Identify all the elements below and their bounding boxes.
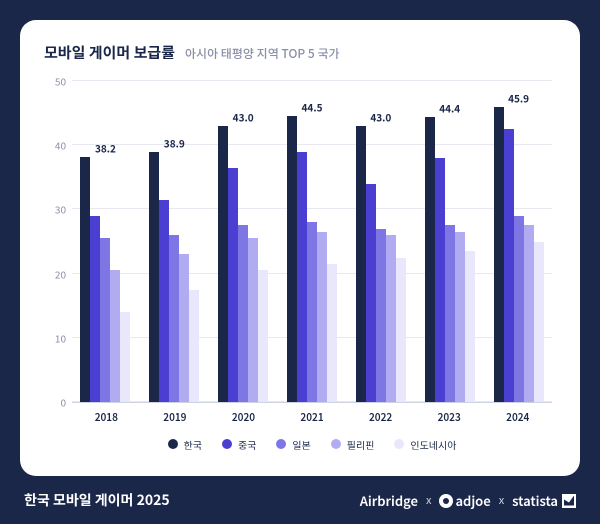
bar [366, 184, 376, 402]
bar [307, 222, 317, 402]
footer-title: 한국 모바일 게이머 2025 [24, 490, 170, 510]
bar-groups: 38.2 38.9 43.0 44.5 43.0 44.4 45.9 [72, 81, 552, 402]
y-tick: 10 [55, 330, 66, 345]
bar [120, 312, 130, 402]
bar [179, 254, 189, 402]
bar [297, 152, 307, 402]
bar [455, 232, 465, 402]
legend-label: 일본 [292, 437, 310, 452]
bar [435, 158, 445, 402]
y-tick: 0 [60, 395, 66, 410]
statista-icon [562, 494, 576, 508]
bar [100, 238, 110, 402]
logo-airbridge: Airbridge [360, 491, 418, 510]
bar [425, 117, 435, 402]
chart-title: 모바일 게이머 보급률 [44, 42, 175, 63]
y-tick: 50 [55, 74, 66, 89]
bar [504, 129, 514, 402]
bar [465, 251, 475, 402]
legend-swatch [168, 439, 178, 449]
bar [258, 270, 268, 402]
legend-label: 중국 [238, 437, 256, 452]
bar [356, 126, 366, 402]
x-tick: 2022 [346, 403, 415, 422]
bar-group: 44.4 [416, 81, 483, 402]
bar [80, 157, 90, 402]
bar [445, 225, 455, 402]
logo-sep-2: x [499, 492, 504, 508]
bar [396, 258, 406, 402]
bar [159, 200, 169, 402]
x-tick: 2024 [483, 403, 552, 422]
title-row: 모바일 게이머 보급률 아시아 태평양 지역 TOP 5 국가 [44, 42, 556, 63]
y-axis: 01020304050 [44, 81, 68, 402]
bar-top-label: 43.0 [233, 109, 254, 124]
legend-item: 인도네시아 [394, 437, 456, 452]
bar [534, 242, 544, 403]
bar [514, 216, 524, 402]
footer-logos: Airbridge x adjoe x statista [360, 491, 576, 510]
plot-area: 38.2 38.9 43.0 44.5 43.0 44.4 45.9 [72, 81, 552, 402]
legend-swatch [222, 439, 232, 449]
bar [228, 168, 238, 402]
bar-top-label: 44.4 [439, 100, 460, 115]
bar-top-label: 44.5 [302, 100, 323, 115]
chart-subtitle: 아시아 태평양 지역 TOP 5 국가 [185, 45, 340, 62]
bar [287, 116, 297, 402]
bar [90, 216, 100, 402]
logo-sep-1: x [426, 492, 431, 508]
bar-group: 38.2 [72, 81, 139, 402]
logo-statista: statista [512, 491, 576, 510]
bar [149, 152, 159, 402]
bar-group: 45.9 [485, 81, 552, 402]
bar [386, 235, 396, 402]
bar-top-label: 38.9 [164, 136, 185, 151]
adjoe-icon [439, 494, 453, 508]
bar-group: 44.5 [279, 81, 346, 402]
x-tick: 2021 [278, 403, 347, 422]
bar [376, 229, 386, 402]
bar [169, 235, 179, 402]
x-tick: 2020 [209, 403, 278, 422]
legend-item: 한국 [168, 437, 202, 452]
chart-area: 0 10 20 30 40 50 38.2 38.9 43.0 44.5 43.0 44.4 45.9… [44, 73, 556, 462]
frame: 모바일 게이머 보급률 아시아 태평양 지역 TOP 5 국가 0 10 20 30 4… [0, 0, 600, 524]
bar [218, 126, 228, 402]
bar [327, 264, 337, 402]
legend-label: 필리핀 [347, 437, 375, 452]
legend: 한국 중국 일본 필리핀 인도네시아 [72, 432, 552, 456]
bar-group: 38.9 [141, 81, 208, 402]
bar-top-label: 43.0 [370, 109, 391, 124]
legend-swatch [331, 439, 341, 449]
legend-label: 인도네시아 [410, 437, 456, 452]
legend-swatch [276, 439, 286, 449]
y-tick: 30 [55, 202, 66, 217]
bar [494, 107, 504, 402]
x-tick: 2019 [141, 403, 210, 422]
x-tick: 2023 [415, 403, 484, 422]
legend-swatch [394, 439, 404, 449]
footer: 한국 모바일 게이머 2025 Airbridge x adjoe x stat… [20, 476, 580, 524]
bar [248, 238, 258, 402]
chart-card: 모바일 게이머 보급률 아시아 태평양 지역 TOP 5 국가 0 10 20 30 4… [20, 20, 580, 476]
x-tick: 2018 [72, 403, 141, 422]
legend-item: 중국 [222, 437, 256, 452]
bar-group: 43.0 [210, 81, 277, 402]
x-axis: 2018201920202021202220232024 [72, 402, 552, 422]
bar-top-label: 38.2 [95, 140, 116, 155]
legend-label: 한국 [184, 437, 202, 452]
bar [317, 232, 327, 402]
bar [524, 225, 534, 402]
y-tick: 40 [55, 138, 66, 153]
legend-item: 필리핀 [331, 437, 375, 452]
logo-adjoe: adjoe [439, 491, 490, 510]
bar-group: 43.0 [347, 81, 414, 402]
y-tick: 20 [55, 266, 66, 281]
bar [110, 270, 120, 402]
legend-item: 일본 [276, 437, 310, 452]
bar [189, 290, 199, 402]
bar-top-label: 45.9 [508, 91, 529, 106]
bar [238, 225, 248, 402]
